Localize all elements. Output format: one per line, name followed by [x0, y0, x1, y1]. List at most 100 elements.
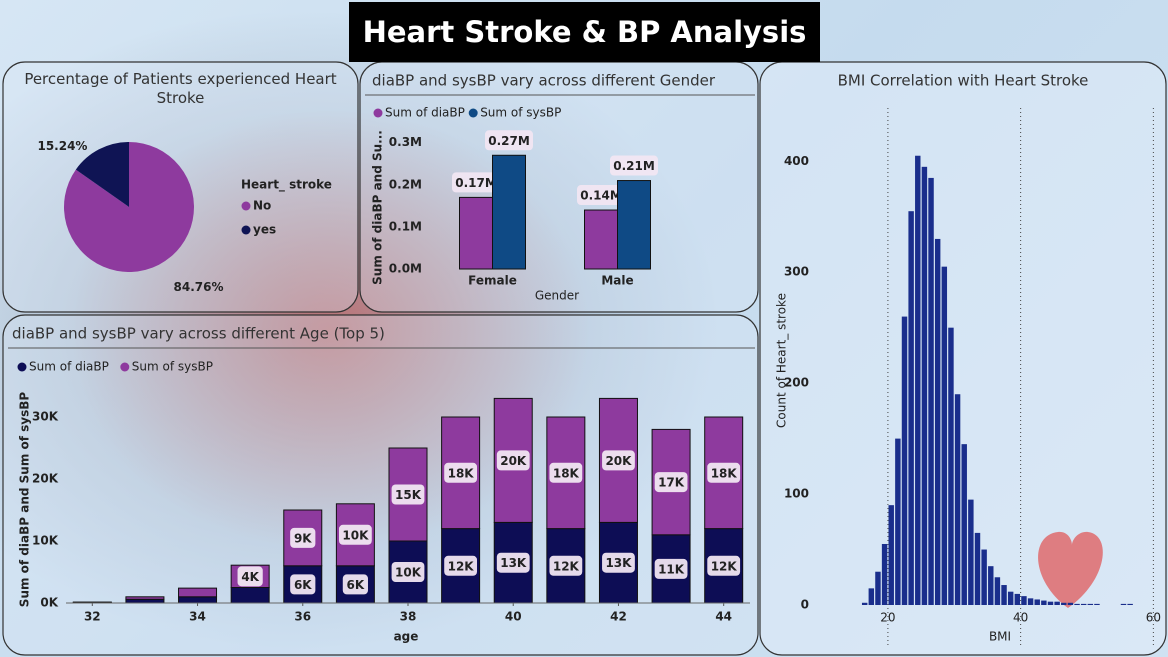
data-label: 17K: [658, 476, 685, 490]
data-label: 10K: [342, 528, 369, 542]
y-tick-label: 0.2M: [389, 177, 422, 191]
histogram-bar: [974, 532, 981, 605]
pie-slice: [63, 142, 194, 273]
chart-title: Percentage of Patients experienced Heart…: [24, 70, 337, 107]
label-box: [485, 130, 533, 151]
label-box: [549, 462, 583, 483]
histogram-bar: [1080, 603, 1087, 605]
label-box: [549, 555, 583, 576]
histogram-bar: [1007, 591, 1014, 605]
histogram-bar: [981, 549, 987, 605]
histogram-bar: [875, 571, 881, 605]
histogram-bar: [961, 444, 967, 605]
data-label: 10K: [395, 566, 422, 580]
chart-title: diaBP and sysBP vary across different Ge…: [372, 72, 716, 90]
legend-marker: [373, 108, 383, 118]
label-box: [452, 172, 500, 193]
legend-marker: [241, 225, 251, 235]
histogram-bar: [1120, 603, 1127, 605]
data-label: 4K: [241, 570, 259, 584]
histogram-bar: [881, 543, 888, 605]
histogram-bar: [1061, 602, 1067, 605]
data-label: 6K: [347, 578, 365, 592]
x-tick-label: 40: [1013, 611, 1028, 625]
legend-title: Heart_ stroke: [241, 178, 332, 193]
histogram-bar: [1047, 601, 1054, 605]
bar-segment: [230, 587, 270, 604]
histogram-bar: [1067, 602, 1074, 605]
histogram-bar: [954, 394, 961, 605]
y-tick-label: 0.3M: [389, 135, 422, 149]
histogram-bar: [888, 505, 894, 605]
data-label: 18K: [448, 466, 475, 480]
y-tick-label: 400: [784, 154, 809, 168]
data-label: 15.24%: [37, 139, 87, 153]
y-tick-label: 20K: [32, 472, 59, 486]
label-box: [444, 462, 478, 483]
histogram-bar: [921, 166, 928, 606]
data-label: 18K: [553, 466, 580, 480]
x-tick-label: 34: [189, 610, 206, 624]
histogram-bar: [928, 177, 934, 605]
label-box: [610, 155, 658, 176]
bar: [492, 154, 526, 270]
y-tick-label: 300: [784, 265, 809, 279]
histogram-bar: [901, 316, 908, 605]
legend-marker: [17, 362, 27, 372]
y-tick-label: 10K: [32, 534, 59, 548]
histogram-bar: [1021, 596, 1027, 605]
panel: [2, 314, 759, 656]
legend-label: Sum of sysBP: [132, 360, 213, 374]
bar: [584, 209, 618, 270]
legend-marker: [241, 201, 251, 211]
heart-icon: [1038, 531, 1103, 608]
data-label: 15K: [395, 488, 422, 502]
label-box: [290, 574, 316, 595]
data-label: 20K: [605, 454, 632, 468]
histogram-bar: [1074, 603, 1080, 605]
data-label: 20K: [500, 454, 527, 468]
histogram-bar: [915, 155, 921, 606]
legend-marker: [120, 362, 130, 372]
label-box: [496, 450, 530, 471]
histogram-bar: [934, 238, 941, 605]
histogram-bar: [1027, 598, 1034, 605]
legend-label: Sum of diaBP: [29, 360, 109, 374]
histogram-bar: [868, 588, 875, 605]
y-tick-label: 100: [784, 487, 809, 501]
legend-label: Sum of sysBP: [480, 106, 561, 120]
chart-title: BMI Correlation with Heart Stroke: [838, 72, 1089, 90]
label-box: [707, 555, 741, 576]
label-box: [707, 462, 741, 483]
histogram-bar: [908, 211, 914, 605]
data-label: 0.14M: [580, 189, 622, 203]
panel: [759, 61, 1167, 656]
data-label: 13K: [605, 556, 632, 570]
x-tick-label: 36: [294, 610, 311, 624]
bar-segment: [178, 596, 218, 604]
y-tick-label: 0.1M: [389, 219, 422, 233]
x-tick-label: 42: [610, 610, 627, 624]
histogram-bar: [895, 438, 901, 605]
y-axis-title: Sum of diaBP and Sum of sysBP: [18, 392, 32, 608]
label-box: [290, 527, 316, 548]
label-box: [602, 450, 635, 471]
data-label: 12K: [448, 559, 475, 573]
data-label: 6K: [294, 578, 312, 592]
histogram-bar: [941, 266, 948, 605]
label-box: [654, 472, 688, 493]
x-tick-label: 20: [880, 611, 895, 625]
bar-segment: [178, 587, 218, 598]
label-box: [654, 558, 688, 579]
x-axis-title: Gender: [535, 289, 579, 303]
y-tick-label: 0.0M: [389, 262, 422, 276]
data-label: 12K: [711, 559, 738, 573]
histogram-bar: [1014, 593, 1021, 605]
label-box: [577, 185, 625, 206]
data-label: 11K: [658, 562, 685, 576]
dashboard-title: Heart Stroke & BP Analysis: [349, 2, 820, 62]
x-tick-label: 38: [400, 610, 417, 624]
bar: [617, 180, 651, 270]
data-label: 84.76%: [174, 280, 224, 294]
